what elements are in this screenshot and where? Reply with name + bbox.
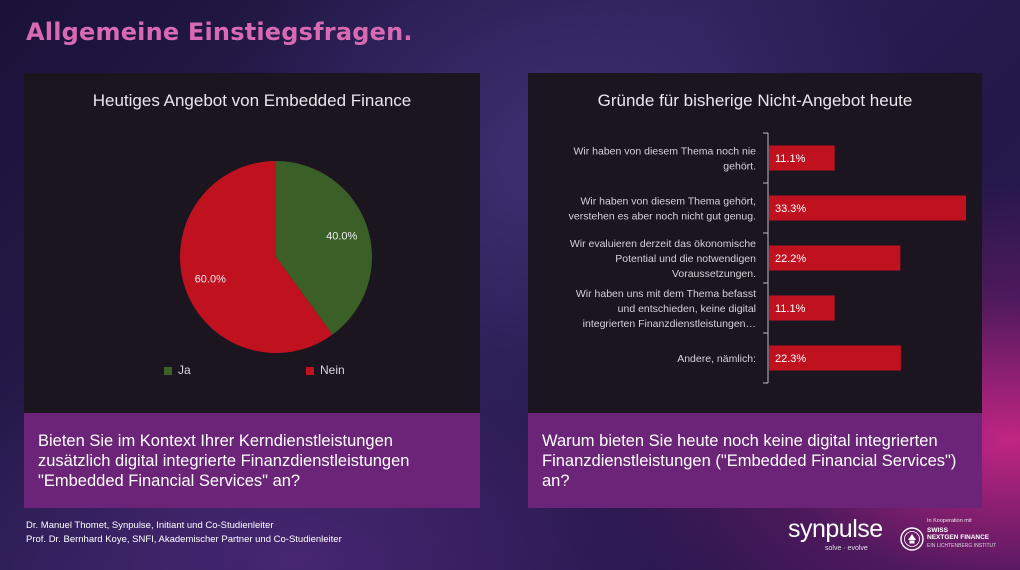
bar-chart: 11.1% Wir haben von diesem Thema noch nie…: [569, 132, 966, 384]
synpulse-logo: synpulse: [788, 515, 883, 543]
bar-value-label-3: 22.2%: [775, 253, 806, 265]
footer-line-1: Dr. Manuel Thomet, Synpulse, Initiant un…: [26, 520, 274, 531]
partner-name-line-1: SWISS: [927, 527, 948, 534]
bar-2: [769, 195, 966, 221]
bar-value-label-5: 22.3%: [775, 353, 806, 365]
partner-name-line-2: NEXTGEN FINANCE: [927, 534, 990, 541]
pie-chart-panel: Heutiges Angebot von Embedded Finance 40…: [24, 73, 480, 413]
pie-chart: 40.0% 60.0%: [180, 161, 373, 353]
bar-3: [769, 245, 901, 271]
bar-category-label-4: Wir haben uns mit dem Thema befasst und e…: [576, 288, 756, 330]
bar-category-label-2: Wir haben von diesem Thema gehört, verste…: [569, 196, 756, 223]
bar-4: [769, 295, 835, 321]
legend-swatch-nein: [306, 366, 314, 375]
pie-chart-title: Heutiges Angebot von Embedded Finance: [92, 91, 412, 110]
synpulse-tagline: solve · evolve: [825, 545, 868, 552]
question-right: Warum bieten Sie heute noch keine digita…: [528, 413, 982, 508]
pie-slice-ja: [276, 161, 373, 335]
page-title: Allgemeine Einstiegsfragen.: [26, 18, 413, 46]
pie-slice-nein: [180, 161, 333, 353]
partner-kicker: In Kooperation mit: [927, 518, 972, 524]
partner-name: SWISS NEXTGEN FINANCE: [927, 527, 989, 541]
legend-item-ja: Ja: [164, 363, 191, 377]
bar-value-label-2: 33.3%: [775, 203, 806, 215]
bar-chart-panel: Gründe für bisherige Nicht-Angebot heute…: [528, 73, 982, 413]
pie-label-nein: 60.0%: [195, 273, 226, 285]
footer-credits: Dr. Manuel Thomet, Synpulse, Initiant un…: [26, 519, 342, 547]
legend-label-ja: Ja: [178, 363, 191, 377]
bar-category-label-5: Andere, nämlich:: [677, 353, 756, 365]
partner-seal-icon: [900, 527, 924, 551]
bar-value-label-4: 11.1%: [775, 303, 806, 315]
bar-5: [769, 345, 901, 371]
partner-tagline: EIN LICHTENBERG INSTITUT: [927, 543, 997, 549]
legend-item-nein: Nein: [306, 363, 345, 377]
bar-1: [769, 145, 835, 171]
question-left: Bieten Sie im Kontext Ihrer Kerndienstle…: [24, 413, 480, 508]
bar-category-label-1: Wir haben von diesem Thema noch nie gehör…: [574, 146, 757, 173]
legend-swatch-ja: [164, 366, 172, 375]
pie-label-ja: 40.0%: [326, 231, 357, 243]
legend-label-nein: Nein: [320, 363, 345, 377]
footer-line-2: Prof. Dr. Bernhard Koye, SNFI, Akademisc…: [26, 534, 342, 545]
bar-category-label-3: Wir evaluieren derzeit das ökonomische Po…: [570, 238, 756, 280]
bar-value-label-1: 11.1%: [775, 153, 806, 165]
bar-chart-title: Gründe für bisherige Nicht-Angebot heute: [597, 91, 913, 110]
